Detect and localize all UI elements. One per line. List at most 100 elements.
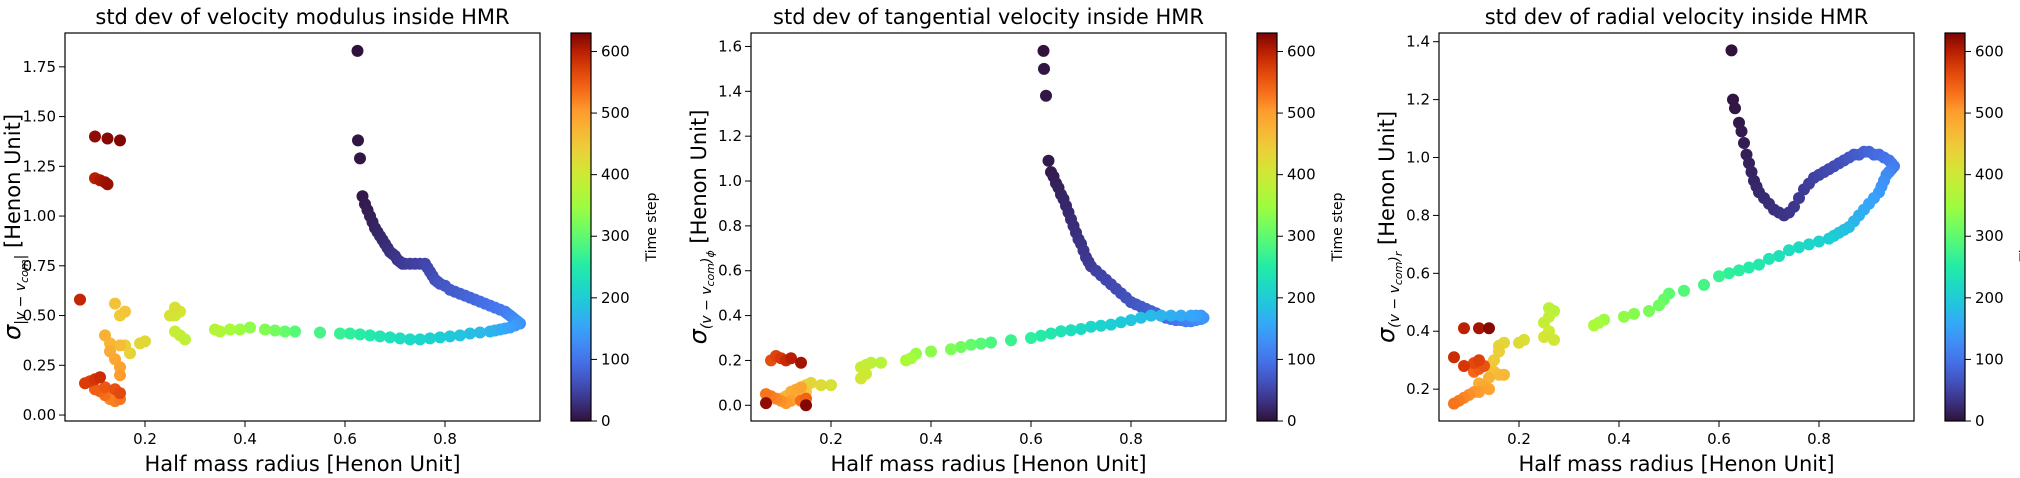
scatter-point: [99, 329, 111, 342]
colorbar-tick-label: 200: [601, 289, 630, 307]
y-tick-label: 0.4: [718, 307, 742, 325]
scatter-point: [244, 321, 256, 334]
colorbar-tick-label: 100: [1975, 350, 2004, 368]
scatter-point: [289, 325, 301, 338]
y-tick-label: 0.2: [718, 351, 742, 369]
scatter-point: [1723, 267, 1735, 280]
colorbar-tick-label: 500: [1975, 104, 2004, 122]
y-tick-label: 1.2: [718, 127, 742, 145]
y-tick-label: 0.6: [1406, 264, 1430, 282]
scatter-point: [1105, 318, 1117, 331]
scatter-point: [785, 352, 797, 365]
scatter-point: [955, 341, 967, 353]
scatter-point: [1483, 322, 1495, 335]
colorbar-tick-label: 0: [601, 412, 611, 430]
y-tick-label: 0.8: [718, 217, 742, 235]
scatter-point: [484, 325, 496, 338]
scatter-point: [1175, 309, 1187, 322]
y-tick-label: 1.4: [718, 82, 742, 100]
scatter-point: [1473, 322, 1485, 335]
x-tick-label: 0.4: [1607, 430, 1631, 448]
y-tick-label: 1.00: [23, 207, 56, 225]
colorbar-label: Time step: [644, 192, 660, 262]
scatter-point: [351, 44, 364, 57]
scatter-point: [99, 381, 111, 394]
scatter-point: [234, 323, 246, 336]
chart-title: std dev of velocity modulus inside HMR: [95, 5, 509, 29]
scatter-point: [795, 381, 807, 394]
scatter-point: [855, 372, 867, 385]
colorbar-tick-label: 400: [1975, 166, 2004, 184]
colorbar: 0 100 200 300 400 500 600 Time step: [1256, 32, 1346, 430]
scatter-point: [374, 330, 386, 343]
scatter-point: [334, 327, 346, 340]
x-tick-label: 0.4: [233, 430, 257, 448]
colorbar-tick-label: 600: [1287, 42, 1316, 60]
scatter-point: [1713, 270, 1725, 283]
scatter-points: [1448, 44, 1900, 410]
scatter-point: [1483, 383, 1495, 396]
scatter-point: [1743, 261, 1755, 274]
y-tick-label: 1.2: [1406, 91, 1430, 109]
x-tick-label: 0.8: [1807, 430, 1831, 448]
scatter-point: [1473, 354, 1485, 367]
scatter-point: [1493, 345, 1505, 358]
scatter-point: [800, 399, 812, 412]
scatter-point: [900, 354, 912, 367]
colorbar: 0 100 200 300 400 500 600 Time step: [570, 32, 660, 430]
axes-frame: [1438, 32, 1915, 422]
colorbar-tick-label: 0: [1975, 412, 1985, 430]
scatter-points: [760, 44, 1210, 412]
colorbar-tick-label: 300: [601, 227, 630, 245]
scatter-point: [1753, 258, 1765, 271]
scatter-point: [114, 134, 126, 147]
scatter-point: [101, 132, 114, 145]
scatter-point: [444, 330, 456, 343]
chart-panel-3: 0.2 0.4 0.6 0.8 0.2 0.4 0.6 0.8 1.0 1.2 1.4 std dev…: [1372, 5, 2020, 476]
scatter-point: [1643, 305, 1655, 317]
y-tick-label: 1.75: [23, 58, 56, 76]
scatter-point: [434, 331, 446, 344]
scatter-point: [114, 369, 126, 382]
y-tick-label: 0.8: [1406, 206, 1430, 224]
x-tick-label: 0.6: [1707, 430, 1731, 448]
scatter-point: [94, 371, 106, 384]
colorbar-tick-label: 100: [601, 350, 630, 368]
scatter-point: [1729, 102, 1741, 115]
colorbar-tick-label: 300: [1975, 227, 2004, 245]
scatter-point: [825, 379, 837, 392]
x-tick-label: 0.2: [133, 430, 157, 448]
scatter-point: [760, 388, 772, 401]
colorbar-tick-label: 200: [1975, 289, 2004, 307]
scatter-point: [352, 134, 364, 147]
colorbar-tick-label: 300: [1287, 227, 1316, 245]
scatter-point: [1793, 241, 1805, 254]
scatter-point: [169, 301, 181, 314]
scatter-point: [1125, 314, 1137, 327]
scatter-point: [414, 333, 426, 346]
scatter-point: [169, 325, 181, 338]
scatter-point: [384, 331, 396, 344]
scatter-point: [975, 337, 987, 350]
scatter-point: [1185, 309, 1197, 322]
scatter-point: [1448, 351, 1460, 364]
axes-frame: [750, 32, 1227, 422]
x-tick-label: 0.2: [819, 430, 843, 448]
y-axis-label: σ(v − vcom)ϕ [Henon Unit]: [684, 110, 717, 345]
scatter-point: [109, 297, 121, 310]
chart-panel-2: 0.2 0.4 0.6 0.8 0.0 0.2 0.4 0.6 0.8 1.0 1.2 1.4 1.6 s…: [684, 5, 1346, 476]
x-tick-label: 0.6: [333, 430, 357, 448]
scatter-point: [1653, 299, 1665, 312]
y-tick-label: 0.2: [1406, 380, 1430, 398]
y-tick-label: 0.0: [718, 396, 742, 414]
axes-frame: [64, 32, 541, 422]
scatter-point: [1735, 125, 1748, 138]
colorbar: 0 100 200 300 400 500 600 Time step: [1944, 32, 2020, 430]
scatter-point: [1813, 235, 1825, 248]
colorbar-tick-label: 100: [1287, 350, 1316, 368]
scatter-point: [424, 332, 436, 345]
colorbar-tick-label: 400: [1287, 166, 1316, 184]
scatter-point: [1042, 154, 1055, 167]
scatter-points: [74, 44, 526, 408]
y-tick-label: 0.75: [23, 257, 56, 275]
